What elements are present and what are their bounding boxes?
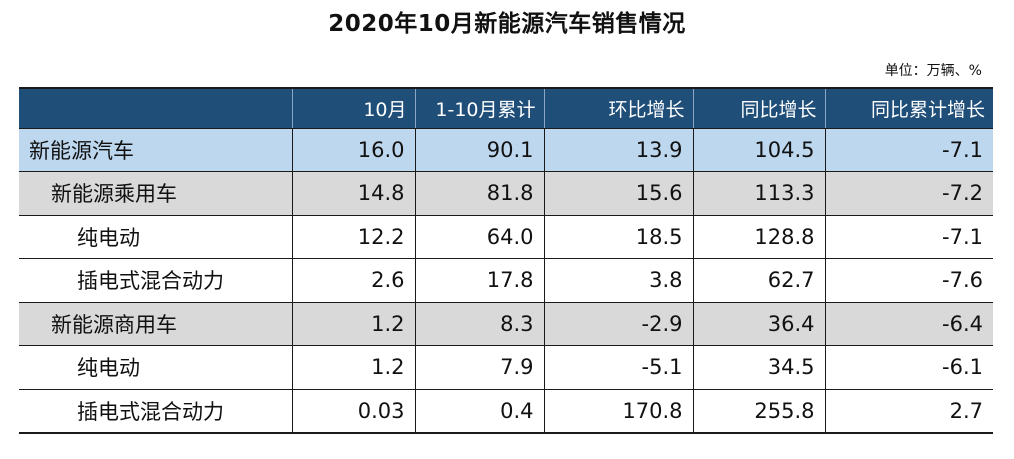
cell-yoy-cumulative-growth: -6.4 bbox=[824, 302, 993, 346]
unit-note: 单位：万辆、% bbox=[884, 63, 982, 79]
cell-yoy-growth: 36.4 bbox=[692, 302, 825, 346]
cell-october: 1.2 bbox=[291, 302, 415, 346]
cell-october: 0.03 bbox=[291, 389, 415, 434]
cell-mom-growth: -2.9 bbox=[543, 302, 693, 346]
table-row: 纯电动 12.2 64.0 18.5 128.8 -7.1 bbox=[19, 215, 993, 259]
cell-mom-growth: 15.6 bbox=[543, 171, 693, 216]
header-october: 10月 bbox=[291, 87, 415, 129]
cell-cumulative: 64.0 bbox=[414, 215, 544, 259]
header-yoy-growth: 同比增长 bbox=[692, 87, 825, 129]
cell-mom-growth: 170.8 bbox=[543, 389, 693, 434]
cell-october: 2.6 bbox=[291, 258, 415, 303]
cell-cumulative: 17.8 bbox=[414, 258, 544, 303]
table-row: 新能源乘用车 14.8 81.8 15.6 113.3 -7.2 bbox=[19, 171, 993, 216]
cell-yoy-growth: 255.8 bbox=[692, 389, 825, 434]
cell-yoy-cumulative-growth: -7.6 bbox=[824, 258, 993, 303]
cell-mom-growth: 3.8 bbox=[543, 258, 693, 303]
header-mom-growth: 环比增长 bbox=[543, 87, 693, 129]
row-label: 纯电动 bbox=[19, 215, 292, 259]
cell-yoy-growth: 128.8 bbox=[692, 215, 825, 259]
cell-october: 16.0 bbox=[291, 128, 415, 172]
cell-cumulative: 81.8 bbox=[414, 171, 544, 216]
row-label: 新能源乘用车 bbox=[19, 171, 292, 216]
cell-yoy-cumulative-growth: -7.2 bbox=[824, 171, 993, 216]
cell-yoy-cumulative-growth: -7.1 bbox=[824, 128, 993, 172]
cell-cumulative: 0.4 bbox=[414, 389, 544, 434]
cell-mom-growth: -5.1 bbox=[543, 345, 693, 390]
page-title: 2020年10月新能源汽车销售情况 bbox=[328, 11, 686, 37]
cell-yoy-cumulative-growth: -7.1 bbox=[824, 215, 993, 259]
row-label: 插电式混合动力 bbox=[19, 389, 292, 434]
header-category bbox=[19, 87, 292, 129]
table-row: 插电式混合动力 0.03 0.4 170.8 255.8 2.7 bbox=[19, 389, 993, 434]
table-row: 新能源汽车 16.0 90.1 13.9 104.5 -7.1 bbox=[19, 128, 993, 172]
row-label: 纯电动 bbox=[19, 345, 292, 390]
table-row: 纯电动 1.2 7.9 -5.1 34.5 -6.1 bbox=[19, 345, 993, 390]
cell-yoy-growth: 104.5 bbox=[692, 128, 825, 172]
sales-table: 10月 1-10月累计 环比增长 同比增长 同比累计增长 新能源汽车 16.0 … bbox=[19, 87, 993, 434]
cell-yoy-growth: 113.3 bbox=[692, 171, 825, 216]
table-row: 插电式混合动力 2.6 17.8 3.8 62.7 -7.6 bbox=[19, 258, 993, 303]
cell-cumulative: 7.9 bbox=[414, 345, 544, 390]
cell-mom-growth: 13.9 bbox=[543, 128, 693, 172]
table-body: 新能源汽车 16.0 90.1 13.9 104.5 -7.1 新能源乘用车 1… bbox=[19, 128, 993, 434]
table-header: 10月 1-10月累计 环比增长 同比增长 同比累计增长 bbox=[19, 87, 993, 129]
header-row: 10月 1-10月累计 环比增长 同比增长 同比累计增长 bbox=[19, 87, 993, 129]
cell-yoy-growth: 62.7 bbox=[692, 258, 825, 303]
table-row: 新能源商用车 1.2 8.3 -2.9 36.4 -6.4 bbox=[19, 302, 993, 346]
cell-cumulative: 90.1 bbox=[414, 128, 544, 172]
cell-cumulative: 8.3 bbox=[414, 302, 544, 346]
cell-mom-growth: 18.5 bbox=[543, 215, 693, 259]
header-yoy-cumulative-growth: 同比累计增长 bbox=[824, 87, 993, 129]
row-label: 新能源商用车 bbox=[19, 302, 292, 346]
row-label: 新能源汽车 bbox=[19, 128, 292, 172]
cell-yoy-cumulative-growth: -6.1 bbox=[824, 345, 993, 390]
cell-october: 1.2 bbox=[291, 345, 415, 390]
header-cumulative: 1-10月累计 bbox=[414, 87, 544, 129]
cell-october: 12.2 bbox=[291, 215, 415, 259]
row-label: 插电式混合动力 bbox=[19, 258, 292, 303]
cell-october: 14.8 bbox=[291, 171, 415, 216]
cell-yoy-growth: 34.5 bbox=[692, 345, 825, 390]
cell-yoy-cumulative-growth: 2.7 bbox=[824, 389, 993, 434]
